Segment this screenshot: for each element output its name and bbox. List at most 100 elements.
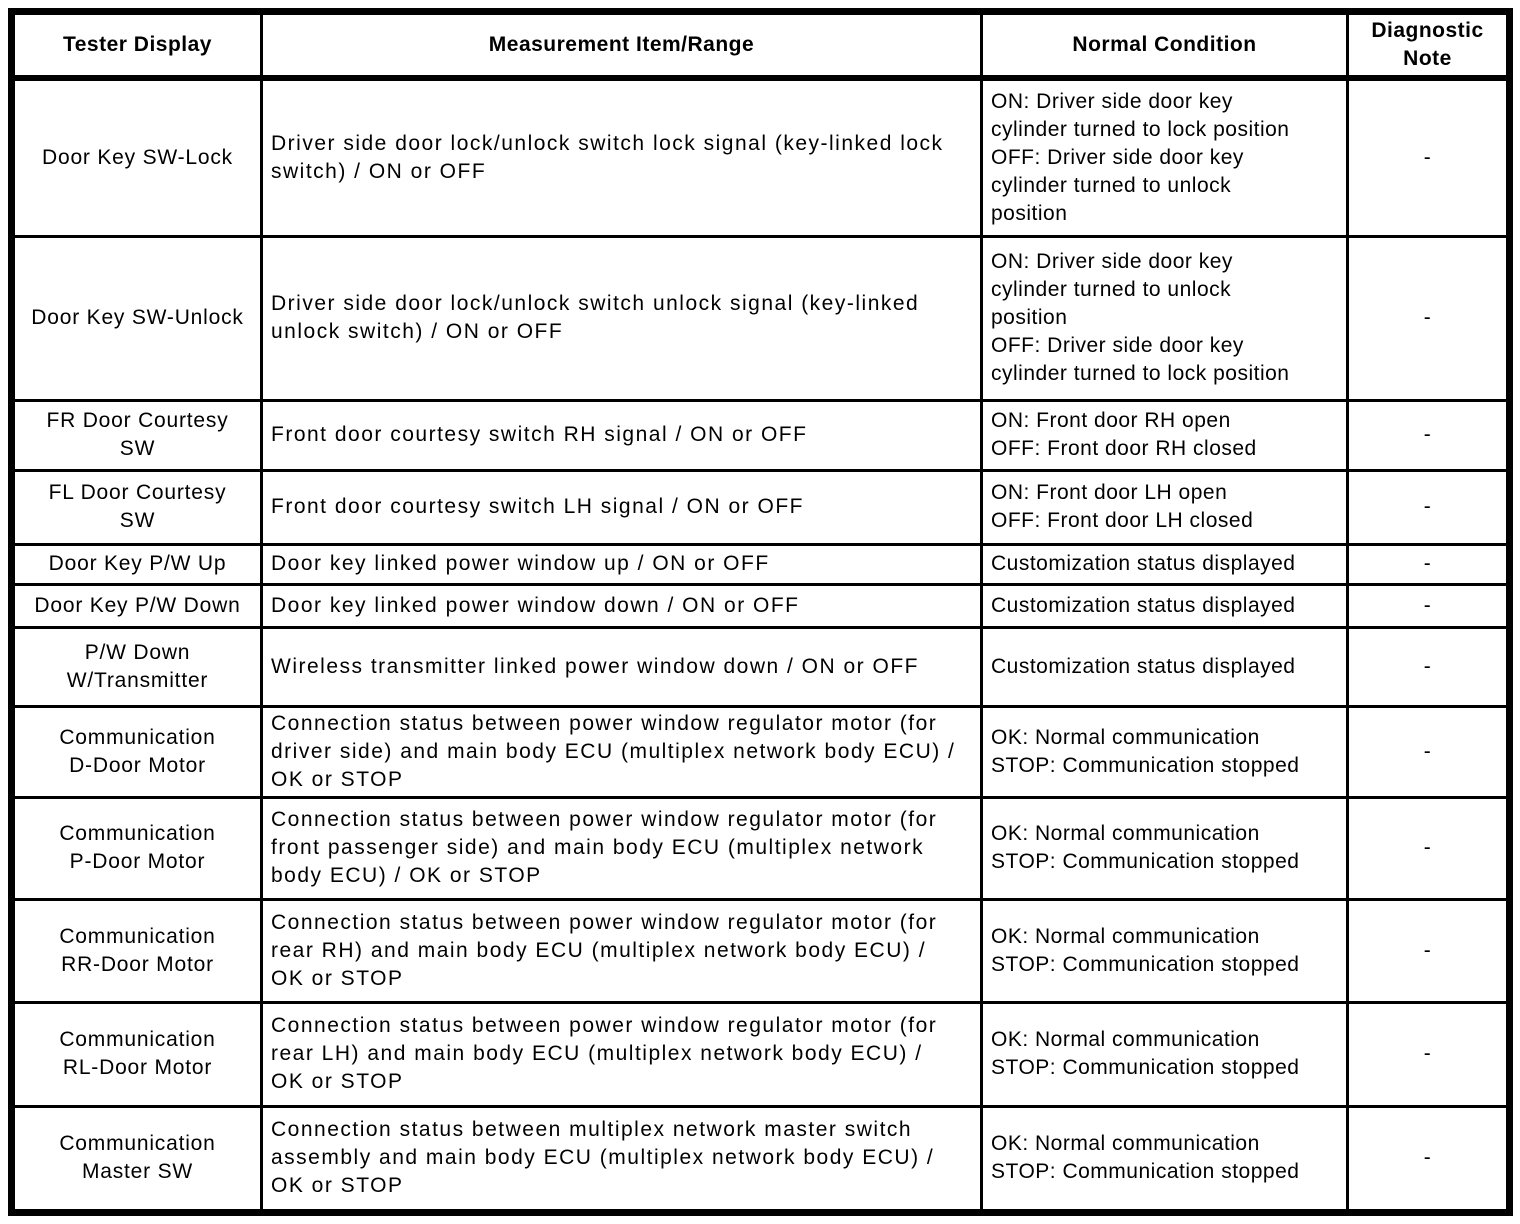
cell-line: STOP: Communication stopped <box>991 753 1300 777</box>
table-row: Door Key SW-Unlock Driver side door lock/… <box>10 234 1511 402</box>
cell-line: OK: Normal communication <box>991 924 1260 948</box>
cell-line: STOP: Communication stopped <box>991 850 1300 873</box>
measurement-cell: Driver side door lock/unlock switch unlo… <box>260 234 983 402</box>
cell-line: - <box>1423 495 1432 518</box>
cell-line: Driver side door lock/unlock switch lock… <box>271 131 944 155</box>
normal-condition-cell: ON: Driver side door key cylinder turned … <box>980 76 1349 238</box>
cell-line: Door Key SW-Lock <box>42 145 233 169</box>
cell-line: Connection status between power window r… <box>271 711 938 735</box>
cell-line: - <box>1423 836 1432 859</box>
table-row: Door Key P/W Up Door key linked power win… <box>10 542 1511 586</box>
table-row: Communication RR-Door Motor Connection sta… <box>10 897 1511 1004</box>
cell-line: Connection status between power window r… <box>271 808 938 831</box>
cell-line: unlock switch) / ON or OFF <box>271 320 564 343</box>
cell-line: rear RH) and main body ECU (multiplex ne… <box>271 938 927 962</box>
header-diagnostic-note: Diagnostic Note <box>1346 10 1511 81</box>
cell-line: Door Key P/W Down <box>34 593 241 617</box>
diagnostic-note-cell: - <box>1346 625 1511 708</box>
header-tester-display: Tester Display <box>10 10 263 81</box>
cell-line: OK or STOP <box>271 1070 404 1093</box>
cell-line: - <box>1423 306 1432 329</box>
cell-line: rear LH) and main body ECU (multiplex ne… <box>271 1042 923 1065</box>
cell-line: OK: Normal communication <box>991 725 1260 749</box>
cell-line: Wireless transmitter linked power window… <box>271 654 919 678</box>
cell-line: - <box>1423 145 1432 169</box>
measurement-cell: Connection status between multiplex netw… <box>260 1104 983 1214</box>
cell-line: W/Transmitter <box>66 668 209 692</box>
cell-line: cylinder turned to unlock <box>991 278 1232 301</box>
tester-display-cell: Communication P-Door Motor <box>10 795 263 901</box>
header-normal-condition: Normal Condition <box>980 10 1349 81</box>
table-body: Door Key SW-Lock Driver side door lock/un… <box>10 76 1511 1214</box>
cell-line: Communication <box>59 1028 216 1051</box>
measurement-cell: Connection status between power window r… <box>260 897 983 1004</box>
tester-display-cell: Communication Master SW <box>10 1104 263 1214</box>
measurement-cell: Connection status between power window r… <box>260 795 983 901</box>
cell-line: cylinder turned to unlock <box>991 173 1232 197</box>
cell-line: ON: Driver side door key <box>991 250 1233 273</box>
cell-line: STOP: Communication stopped <box>991 1056 1300 1079</box>
diagnostic-note-cell: - <box>1346 1000 1511 1108</box>
table-row: Communication D-Door Motor Connection stat… <box>10 704 1511 799</box>
cell-line: Driver side door lock/unlock switch unlo… <box>271 292 920 315</box>
cell-line: Door Key SW-Unlock <box>31 306 244 329</box>
diagnostic-note-cell: - <box>1346 704 1511 799</box>
diagnostic-note-cell: - <box>1346 1104 1511 1214</box>
cell-line: SW <box>119 509 156 532</box>
cell-line: ON: Driver side door key <box>991 89 1233 113</box>
cell-line: - <box>1423 552 1432 575</box>
cell-line: driver side) and main body ECU (multiple… <box>271 739 956 763</box>
cell-line: OK: Normal communication <box>991 1028 1260 1051</box>
cell-line: ON: Front door LH open <box>991 481 1228 504</box>
cell-line: - <box>1423 739 1432 763</box>
cell-line: FL Door Courtesy <box>48 481 227 504</box>
cell-line: OK: Normal communication <box>991 822 1260 845</box>
diagnostic-note-cell: - <box>1346 542 1511 586</box>
table-row: Communication P-Door Motor Connection stat… <box>10 795 1511 901</box>
cell-line: SW <box>119 437 156 460</box>
table-row: Communication Master SW Connection status … <box>10 1104 1511 1214</box>
diagnostic-note-cell: - <box>1346 582 1511 629</box>
cell-line: OK or STOP <box>271 966 404 990</box>
measurement-cell: Front door courtesy switch RH signal / O… <box>260 398 983 472</box>
diagnostic-note-cell: - <box>1346 76 1511 238</box>
tester-display-cell: FL Door Courtesy SW <box>10 468 263 546</box>
cell-line: D-Door Motor <box>69 753 206 777</box>
cell-line: switch) / ON or OFF <box>271 159 487 183</box>
normal-condition-cell: Customization status displayed <box>980 625 1349 708</box>
tester-display-cell: Door Key P/W Down <box>10 582 263 629</box>
cell-line: assembly and main body ECU (multiplex ne… <box>271 1146 935 1169</box>
cell-line: P-Door Motor <box>69 850 206 873</box>
normal-condition-cell: OK: Normal communication STOP: Communicat… <box>980 1104 1349 1214</box>
cell-line: OFF: Driver side door key <box>991 145 1244 169</box>
cell-line: Master SW <box>81 1160 194 1183</box>
table-row: Communication RL-Door Motor Connection sta… <box>10 1000 1511 1108</box>
cell-line: ON: Front door RH open <box>991 409 1231 432</box>
table-row: Door Key SW-Lock Driver side door lock/un… <box>10 76 1511 238</box>
measurement-cell: Wireless transmitter linked power window… <box>260 625 983 708</box>
cell-line: OFF: Driver side door key <box>991 334 1244 357</box>
table-row: FR Door Courtesy SW Front door courtesy sw… <box>10 398 1511 472</box>
cell-line: P/W Down <box>84 640 191 664</box>
cell-line: cylinder turned to lock position <box>991 117 1290 141</box>
diagnostic-note-cell: - <box>1346 398 1511 472</box>
tester-display-cell: Door Key SW-Unlock <box>10 234 263 402</box>
cell-line: Door Key P/W Up <box>48 552 227 575</box>
cell-line: - <box>1423 938 1432 962</box>
cell-line: - <box>1423 1042 1432 1065</box>
cell-line: STOP: Communication stopped <box>991 1160 1300 1183</box>
data-list-table: Tester Display Measurement Item/Range No… <box>8 8 1513 1216</box>
table-row: Door Key P/W Down Door key linked power w… <box>10 582 1511 629</box>
cell-line: Door key linked power window up / ON or … <box>271 552 770 575</box>
tester-display-cell: P/W Down W/Transmitter <box>10 625 263 708</box>
cell-line: position <box>991 201 1068 225</box>
cell-line: OK or STOP <box>271 1174 404 1197</box>
cell-line: Customization status displayed <box>991 552 1296 575</box>
cell-line: RR-Door Motor <box>61 952 214 976</box>
cell-line: OK or STOP <box>271 767 404 791</box>
tester-display-cell: Door Key SW-Lock <box>10 76 263 238</box>
measurement-cell: Connection status between power window r… <box>260 704 983 799</box>
table-row: P/W Down W/Transmitter Wireless transmitte… <box>10 625 1511 708</box>
tester-display-cell: Door Key P/W Up <box>10 542 263 586</box>
